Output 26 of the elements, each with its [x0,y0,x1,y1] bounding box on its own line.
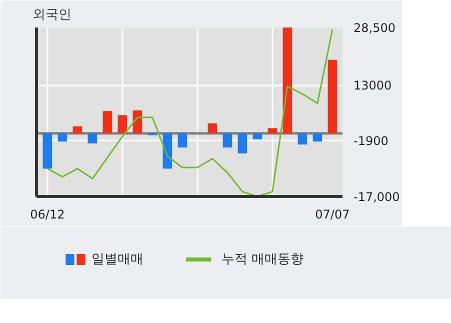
y-tick-label: 13000 [354,78,392,93]
bar [118,115,128,134]
x-tick-label: 06/12 [30,208,65,222]
bar [178,133,188,148]
bar [42,133,52,169]
bar [268,128,278,134]
bar [298,133,308,144]
bar [88,133,98,144]
bar [222,133,232,148]
bar [208,123,218,134]
chart-title: 외국인 [32,8,72,22]
bar [328,60,338,134]
bar [58,133,68,142]
bar [282,28,292,134]
bar [72,126,82,134]
x-tick-label: 07/07 [315,208,350,222]
bar [238,133,248,154]
y-tick-label: -17,000 [354,190,400,204]
y-tick-label: 28,500 [354,21,396,35]
y-tick-label: -1900 [354,134,388,148]
legend-label: 일별매매 [92,252,144,267]
legend-label: 누적 매매동향 [221,252,304,267]
bar [102,111,112,134]
bar [312,133,322,142]
bar [252,133,262,140]
line-series [46,28,334,196]
